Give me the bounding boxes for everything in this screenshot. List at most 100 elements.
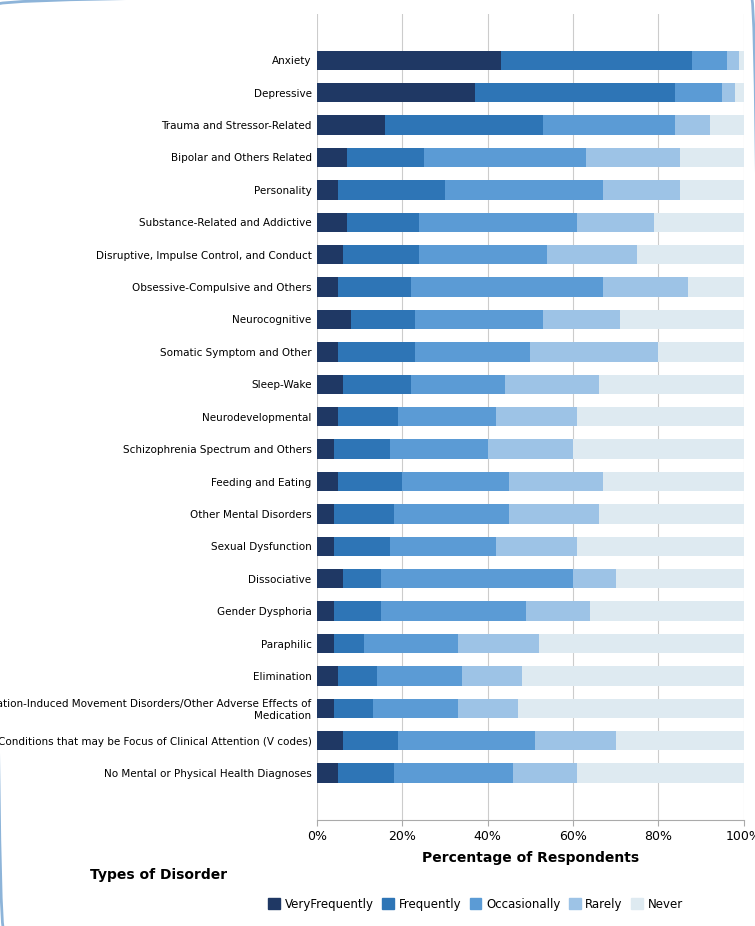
Bar [317, 375, 343, 394]
Bar [509, 471, 603, 491]
Bar [343, 569, 381, 588]
Bar [317, 83, 475, 103]
Bar [513, 763, 578, 782]
Bar [586, 148, 680, 168]
Bar [590, 601, 744, 620]
Bar [578, 407, 744, 426]
Bar [317, 504, 334, 523]
Bar [522, 666, 744, 685]
Bar [381, 569, 573, 588]
Bar [338, 666, 377, 685]
Bar [334, 633, 364, 653]
Bar [654, 213, 744, 232]
Bar [739, 51, 744, 70]
Bar [398, 407, 496, 426]
Bar [343, 245, 420, 265]
Bar [317, 343, 338, 362]
Bar [334, 504, 394, 523]
Bar [543, 310, 620, 330]
Bar [603, 278, 689, 297]
Bar [573, 569, 616, 588]
Bar [488, 439, 573, 458]
Bar [377, 666, 462, 685]
Bar [501, 51, 692, 70]
Bar [317, 51, 501, 70]
Bar [458, 698, 518, 718]
Bar [394, 504, 509, 523]
Bar [317, 731, 343, 750]
Bar [398, 731, 535, 750]
Bar [317, 181, 338, 200]
Bar [692, 51, 726, 70]
Bar [723, 83, 735, 103]
Bar [689, 278, 744, 297]
Bar [578, 763, 744, 782]
Bar [603, 471, 744, 491]
Bar [658, 343, 744, 362]
Bar [578, 536, 744, 556]
Bar [726, 51, 739, 70]
Bar [676, 116, 710, 135]
Bar [445, 181, 603, 200]
Bar [530, 343, 658, 362]
Bar [547, 245, 637, 265]
Bar [462, 666, 522, 685]
Bar [615, 731, 744, 750]
Bar [505, 375, 599, 394]
Bar [317, 763, 338, 782]
Bar [338, 343, 415, 362]
Bar [475, 83, 676, 103]
Bar [343, 731, 398, 750]
Bar [372, 698, 458, 718]
Bar [415, 310, 543, 330]
Text: Types of Disorder: Types of Disorder [90, 868, 227, 882]
Bar [424, 148, 586, 168]
Bar [317, 633, 334, 653]
Bar [364, 633, 458, 653]
Bar [615, 569, 744, 588]
Bar [420, 245, 547, 265]
Bar [317, 698, 334, 718]
Bar [385, 116, 543, 135]
Bar [338, 407, 398, 426]
Bar [338, 278, 411, 297]
Bar [334, 698, 372, 718]
Bar [317, 245, 343, 265]
Bar [317, 407, 338, 426]
Bar [518, 698, 744, 718]
Bar [351, 310, 415, 330]
Bar [411, 375, 505, 394]
Bar [338, 471, 402, 491]
Bar [317, 278, 338, 297]
Bar [735, 83, 744, 103]
Bar [390, 439, 488, 458]
Bar [317, 213, 347, 232]
Bar [543, 116, 676, 135]
Bar [317, 569, 343, 588]
Bar [390, 536, 496, 556]
Bar [539, 633, 744, 653]
Bar [317, 601, 334, 620]
Bar [509, 504, 599, 523]
Bar [680, 181, 744, 200]
Bar [347, 148, 424, 168]
Bar [620, 310, 744, 330]
Bar [394, 763, 513, 782]
Bar [415, 343, 530, 362]
Bar [603, 181, 680, 200]
Bar [599, 375, 744, 394]
Bar [402, 471, 509, 491]
Bar [343, 375, 411, 394]
Bar [420, 213, 578, 232]
Bar [338, 763, 394, 782]
Bar [317, 116, 385, 135]
Bar [578, 213, 654, 232]
Bar [317, 536, 334, 556]
Bar [599, 504, 744, 523]
Bar [496, 407, 578, 426]
Bar [526, 601, 590, 620]
Bar [496, 536, 578, 556]
Bar [317, 666, 338, 685]
Bar [411, 278, 603, 297]
Bar [317, 471, 338, 491]
